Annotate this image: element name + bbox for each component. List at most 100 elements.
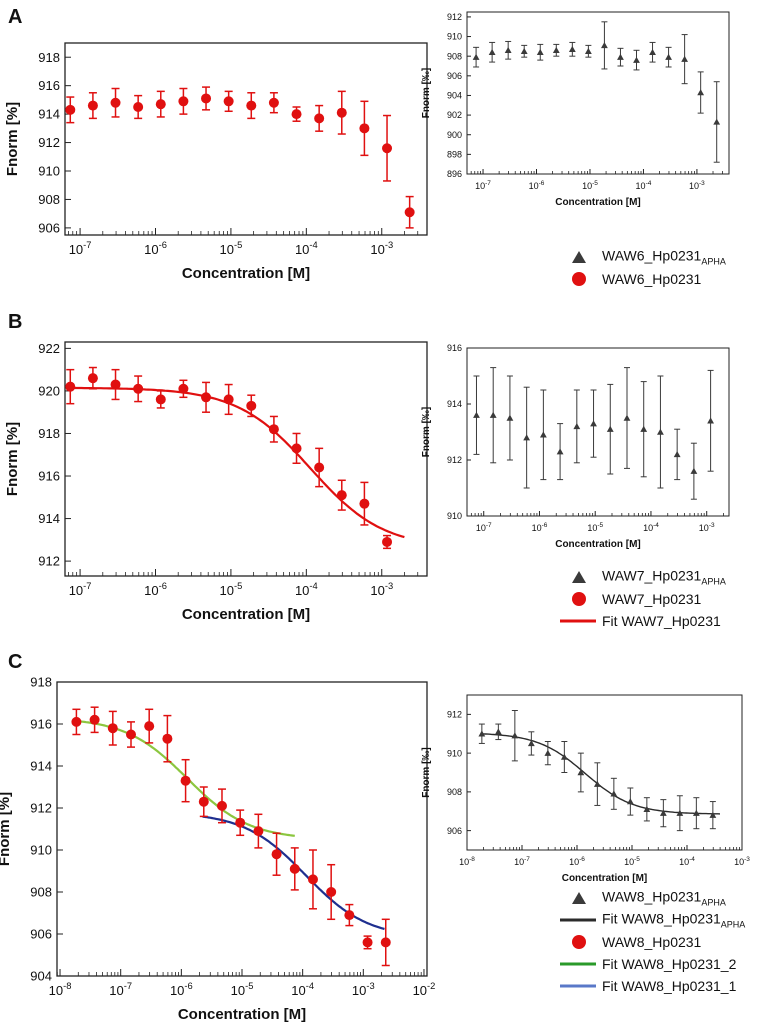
data-point (268, 97, 279, 108)
x-tick-label: 10-3 (734, 856, 750, 867)
x-tick-label: 10-6 (144, 581, 167, 598)
data-point (362, 937, 373, 948)
fit-curve (481, 733, 721, 815)
y-tick-label: 908 (447, 787, 462, 797)
data-point (617, 53, 624, 60)
data-point (126, 729, 136, 740)
data-point (520, 47, 528, 54)
line-marker-icon (560, 918, 596, 922)
x-tick-exponent: -6 (579, 856, 585, 863)
data-point (697, 89, 705, 96)
x-tick-exponent: -3 (709, 522, 715, 529)
chart-C-main: 904 906 908 910 912 914 916 918 10-8 10-7 10-6 10-5… (0, 675, 435, 1023)
y-tick-label: 908 (30, 885, 52, 900)
y-tick-label: 906 (38, 220, 60, 235)
x-tick-label: 10-7 (514, 856, 530, 867)
y-tick-label: 898 (447, 150, 462, 160)
x-axis-label: Concentration [M] (562, 873, 648, 884)
legend-b: WAW7_Hp0231APHA WAW7_Hp0231 Fit WAW7_Hp023… (560, 566, 755, 632)
y-tick-label: 910 (447, 748, 462, 758)
y-tick-label: 918 (30, 675, 52, 690)
x-tick-exponent: -4 (646, 180, 652, 187)
x-tick-exponent: -5 (634, 856, 640, 863)
legend-entry: WAW7_Hp0231 (560, 588, 755, 610)
line-marker-icon (560, 962, 596, 966)
x-axis-label: Concentration [M] (182, 265, 310, 282)
y-tick-label: 914 (38, 511, 60, 526)
data-point (489, 411, 497, 418)
x-tick-exponent: -2 (427, 981, 435, 991)
data-point (133, 383, 144, 394)
data-point (606, 425, 614, 432)
x-tick-exponent: -3 (366, 981, 374, 991)
x-axis-label: Concentration [M] (182, 606, 310, 623)
data-point (504, 46, 512, 54)
data-point (713, 118, 721, 125)
data-point (556, 448, 564, 455)
data-point (593, 780, 601, 787)
legend-entry: WAW8_Hp0231 (560, 931, 755, 953)
y-tick-label: 912 (447, 12, 462, 22)
data-point (472, 53, 480, 60)
legend-entry: Fit WAW8_Hp0231_1 (560, 975, 755, 997)
y-tick-label: 916 (447, 343, 462, 353)
y-tick-label: 906 (447, 71, 462, 81)
x-tick-label: 10-5 (220, 581, 243, 598)
data-point (359, 498, 370, 509)
legend-a: WAW6_Hp0231APHA WAW6_Hp0231 (560, 246, 755, 290)
legend-label: Fit WAW7_Hp0231 (602, 613, 721, 629)
x-tick-exponent: -7 (83, 240, 91, 250)
y-tick-label: 916 (38, 78, 60, 93)
legend-label: WAW6_Hp0231 (602, 271, 702, 287)
data-point (246, 100, 257, 111)
x-tick-label: 10-4 (291, 981, 314, 998)
data-point (690, 467, 698, 474)
x-tick-exponent: -8 (63, 981, 71, 991)
data-point (155, 394, 166, 405)
x-tick-label: 10-3 (370, 581, 393, 598)
panel-letter-b: B (8, 311, 23, 333)
data-point (552, 46, 560, 54)
triangle-marker-icon (572, 892, 586, 904)
y-tick-label: 896 (447, 169, 462, 179)
y-tick-label: 910 (447, 511, 462, 521)
x-tick-exponent: -5 (245, 981, 253, 991)
y-tick-label: 908 (38, 192, 60, 207)
legend-label: Fit WAW8_Hp0231_2 (602, 956, 737, 972)
data-point (359, 123, 370, 134)
data-point (336, 107, 347, 118)
data-point (382, 536, 393, 547)
data-point (560, 753, 568, 760)
data-point (640, 425, 648, 432)
data-point (268, 424, 279, 435)
x-tick-exponent: -7 (486, 522, 492, 529)
data-point (89, 714, 100, 725)
x-tick-exponent: -7 (124, 981, 132, 991)
x-tick-exponent: -7 (83, 581, 91, 591)
y-tick-label: 904 (30, 969, 52, 984)
x-tick-label: 10-8 (459, 856, 475, 867)
circle-marker-icon (572, 272, 586, 286)
data-point (65, 104, 76, 115)
x-tick-label: 10-5 (231, 981, 254, 998)
chart-C-inset: 906 908 910 912 10-8 10-7 10-6 10-5 10-4 10-3 Conc… (421, 694, 750, 884)
y-tick-label: 902 (447, 110, 462, 120)
legend-label-subscript: APHA (701, 897, 726, 908)
x-tick-exponent: -3 (699, 180, 705, 187)
x-tick-label: 10-5 (220, 240, 243, 257)
x-tick-exponent: -3 (385, 581, 393, 591)
x-tick-exponent: -7 (485, 180, 491, 187)
x-tick-exponent: -4 (306, 981, 314, 991)
data-point (544, 749, 552, 756)
data-point (626, 798, 634, 805)
data-point (707, 417, 715, 424)
x-tick-label: 10-6 (532, 522, 548, 533)
data-point (659, 809, 667, 816)
plot-frame (64, 42, 428, 236)
data-point (246, 400, 257, 411)
data-point (235, 817, 246, 828)
data-point (201, 93, 212, 104)
x-tick-label: 10-4 (295, 581, 318, 598)
data-point (601, 41, 608, 49)
panel-letter-c: C (8, 651, 23, 673)
